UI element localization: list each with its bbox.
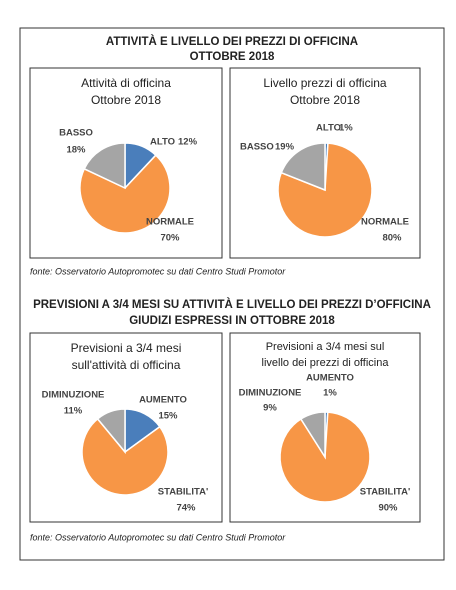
section-title: OTTOBRE 2018 <box>190 51 275 63</box>
pie-slice <box>280 142 326 192</box>
section-title: PREVISIONI A 3/4 MESI SU ATTIVITÀ E LIVE… <box>33 298 431 311</box>
panel <box>229 67 421 259</box>
slice-label: DIMINUZIONE <box>42 390 105 401</box>
pie-slice <box>299 411 326 460</box>
pie-slice <box>83 142 126 190</box>
panel <box>29 332 223 523</box>
section-title: GIUDIZI ESPRESSI IN OTTOBRE 2018 <box>129 315 335 327</box>
slice-value-label: 18% <box>66 145 86 156</box>
frame <box>19 27 445 561</box>
slice-value-label: 74% <box>176 503 196 514</box>
slice-label: DIMINUZIONE <box>239 388 302 399</box>
slice-value-label: 80% <box>382 233 402 244</box>
slice-label: ALTO <box>150 137 175 148</box>
chart-title: Previsioni a 3/4 mesi <box>71 341 182 355</box>
slice-label: NORMALE <box>361 217 409 228</box>
pie-slice <box>96 408 126 455</box>
section-title: ATTIVITÀ E LIVELLO DEI PREZZI DI OFFICIN… <box>106 35 358 48</box>
slice-value-label: 90% <box>378 503 398 514</box>
slice-label: BASSO <box>240 142 274 153</box>
slice-label: STABILITA' <box>360 487 410 498</box>
chart-title: Previsioni a 3/4 mesi sul <box>266 341 385 353</box>
slice-label: NORMALE <box>146 217 194 228</box>
slice-value-label: 9% <box>263 403 277 414</box>
pie-slice <box>81 417 169 496</box>
slice-label: AUMENTO <box>139 395 187 406</box>
slice-value-label: 12% <box>178 137 198 148</box>
chart-title: Ottobre 2018 <box>91 93 161 107</box>
slice-label: STABILITA' <box>158 487 208 498</box>
chart-title: sull'attività di officina <box>72 358 181 372</box>
source: fonte: Osservatorio Autopromotec su dati… <box>30 266 286 276</box>
chart-title: Livello prezzi di officina <box>263 76 387 90</box>
slice-label: AUMENTO <box>306 373 354 384</box>
chart-title: livello dei prezzi di officina <box>262 357 390 369</box>
chart-title: Attività di officina <box>81 76 171 90</box>
slice-value-label: 1% <box>339 123 353 134</box>
slice-value-label: 70% <box>160 233 180 244</box>
slice-value-label: 19% <box>275 142 295 153</box>
chart-title: Ottobre 2018 <box>290 93 360 107</box>
source: fonte: Osservatorio Autopromotec su dati… <box>30 532 286 542</box>
slice-label: BASSO <box>59 128 93 139</box>
slice-value-label: 11% <box>64 406 83 417</box>
slice-value-label: 15% <box>158 411 178 422</box>
panel <box>29 67 223 259</box>
pie-slice <box>79 154 171 234</box>
slice-label: ALTO <box>316 123 341 134</box>
panel <box>229 332 421 523</box>
slice-value-label: 1% <box>323 388 337 399</box>
